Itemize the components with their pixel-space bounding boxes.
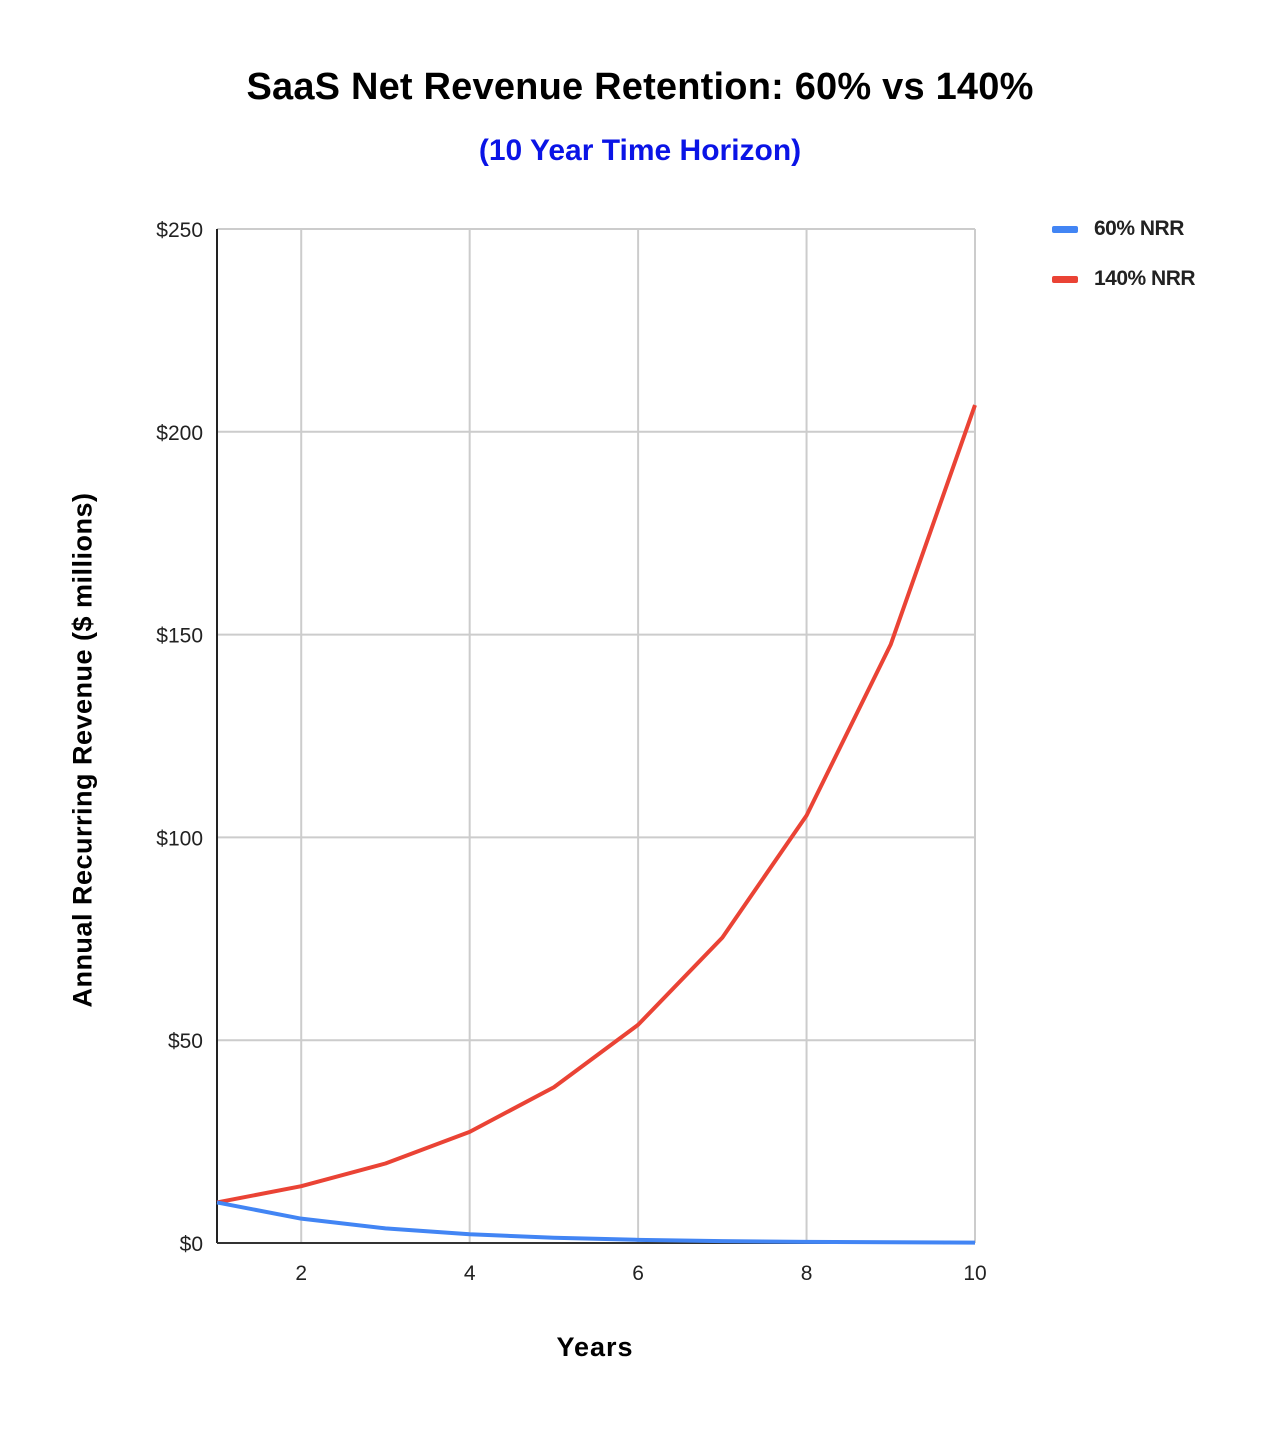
series-lines <box>216 404 977 1245</box>
y-tick-label: $100 <box>156 827 203 850</box>
series-line <box>216 1200 976 1245</box>
legend-item: 60% NRR <box>1052 214 1195 244</box>
legend-item: 140% NRR <box>1052 264 1196 294</box>
chart-title: SaaS Net Revenue Retention: 60% vs 140% <box>246 66 1034 108</box>
y-tick-label: $250 <box>156 219 203 242</box>
legend-swatch-icon <box>1052 225 1078 233</box>
x-axis-label: Years <box>556 1332 634 1362</box>
x-tick-label: 6 <box>632 1262 644 1285</box>
legend-label: 60% NRR <box>1094 217 1184 240</box>
y-tick-label: $0 <box>180 1233 203 1256</box>
y-tick-label: $150 <box>156 625 203 648</box>
legend-swatch-icon <box>1052 275 1078 283</box>
legend: 60% NRR 140% NRR <box>1052 214 1196 314</box>
axes <box>216 229 975 1244</box>
y-tick-label: $200 <box>156 422 203 445</box>
y-tick-label: $50 <box>168 1030 203 1053</box>
legend-label: 140% NRR <box>1094 267 1196 290</box>
x-tick-label: 2 <box>295 1262 307 1285</box>
y-axis-ticks: $0 $50 $100 $150 $200 $250 <box>156 219 203 1256</box>
x-tick-label: 4 <box>464 1262 476 1285</box>
chart-subtitle: (10 Year Time Horizon) <box>478 134 802 167</box>
x-tick-label: 10 <box>963 1262 986 1285</box>
gridlines <box>217 228 976 1243</box>
series-line <box>216 404 977 1205</box>
x-axis-ticks: 2 4 6 8 10 <box>295 1262 986 1285</box>
x-tick-label: 8 <box>801 1262 813 1285</box>
